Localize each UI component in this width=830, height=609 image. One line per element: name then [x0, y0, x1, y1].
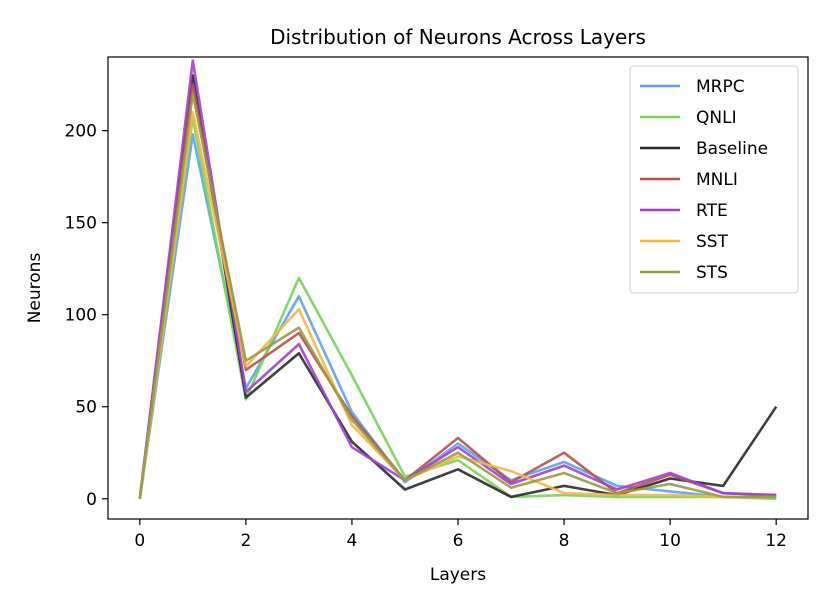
legend-label-mnli: MNLI: [696, 170, 738, 190]
series-line-mnli: [138, 83, 777, 499]
series-line-qnli: [138, 116, 777, 501]
y-axis-label: Neurons: [25, 253, 45, 324]
legend-label-baseline: Baseline: [696, 139, 768, 159]
series-lines: [138, 59, 778, 501]
legend-label-qnli: QNLI: [696, 108, 737, 128]
series-line-sts: [138, 92, 777, 499]
y-tick-label: 200: [65, 122, 97, 142]
legend-label-sts: STS: [696, 263, 728, 283]
x-tick-label: 8: [559, 531, 570, 551]
x-tick-label: 2: [240, 531, 251, 551]
y-tick-label: 0: [86, 490, 97, 510]
series-line-sst: [138, 110, 777, 499]
y-tick-label: 50: [75, 398, 97, 418]
x-axis: 0 2 4 6 8 10 12: [134, 519, 787, 551]
y-tick-label: 150: [65, 214, 97, 234]
x-tick-label: 0: [134, 531, 145, 551]
y-axis: 0 50 100 150 200: [65, 122, 108, 510]
legend-label-sst: SST: [696, 232, 729, 252]
chart-title: Distribution of Neurons Across Layers: [270, 25, 646, 49]
x-axis-label: Layers: [430, 565, 486, 585]
y-tick-label: 100: [65, 306, 97, 326]
legend-label-mrpc: MRPC: [696, 77, 745, 97]
x-tick-label: 6: [453, 531, 464, 551]
legend: MRPC QNLI Baseline MNLI RTE SST STS: [629, 65, 799, 294]
legend-label-rte: RTE: [696, 201, 728, 221]
x-tick-label: 4: [347, 531, 358, 551]
x-tick-label: 12: [765, 531, 787, 551]
x-tick-label: 10: [659, 531, 681, 551]
series-line-rte: [138, 59, 777, 499]
legend-box: [629, 65, 799, 294]
series-line-baseline: [138, 74, 778, 499]
